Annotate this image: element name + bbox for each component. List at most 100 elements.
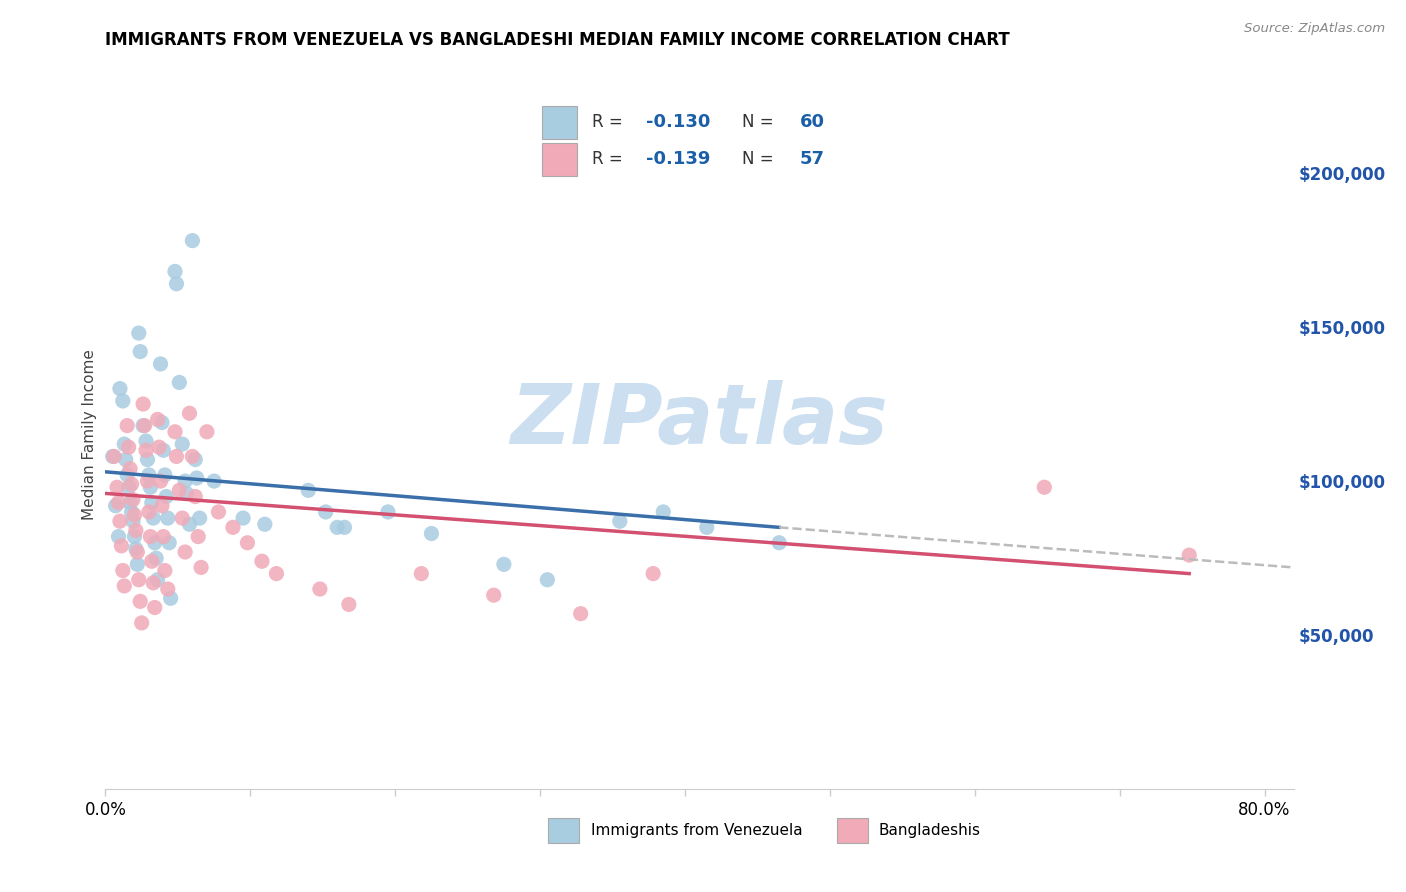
Point [165, 277, 187, 291]
Point [132, 418, 155, 433]
Text: 60: 60 [800, 113, 825, 131]
Point [153, 467, 176, 482]
Point [186, 471, 208, 485]
Point [232, 511, 254, 525]
Point [131, 615, 153, 630]
Point [174, 474, 197, 488]
Point [153, 564, 176, 578]
Point [266, 566, 288, 581]
Point [309, 582, 332, 596]
Point [163, 264, 186, 278]
Point [150, 416, 173, 430]
Point [125, 524, 148, 538]
Text: ZIPatlas: ZIPatlas [510, 380, 889, 461]
Point [333, 520, 356, 534]
Point [482, 588, 505, 602]
Text: Source: ZipAtlas.com: Source: ZipAtlas.com [1244, 22, 1385, 36]
Text: -0.139: -0.139 [645, 150, 710, 169]
Point [120, 496, 142, 510]
Point [190, 560, 212, 574]
Bar [541, 106, 578, 139]
Point [139, 480, 162, 494]
Point [420, 526, 443, 541]
Point [104, 499, 127, 513]
Point [132, 397, 155, 411]
Point [110, 539, 132, 553]
Y-axis label: Median Family Income: Median Family Income [82, 350, 97, 520]
Point [138, 467, 160, 482]
Point [129, 344, 152, 359]
Point [1178, 548, 1201, 562]
Point [253, 517, 276, 532]
Point [125, 541, 148, 556]
Point [107, 496, 129, 510]
Point [103, 450, 125, 464]
Point [165, 450, 187, 464]
Text: R =: R = [592, 150, 628, 169]
Point [297, 483, 319, 498]
Point [142, 511, 165, 525]
Point [122, 492, 145, 507]
Point [768, 535, 790, 549]
Point [157, 535, 180, 549]
Point [187, 530, 209, 544]
Point [377, 505, 399, 519]
Text: N =: N = [742, 150, 779, 169]
Point [184, 490, 207, 504]
Point [115, 418, 138, 433]
Point [143, 535, 166, 549]
Point [139, 530, 162, 544]
Point [326, 520, 349, 534]
Point [114, 452, 136, 467]
Point [181, 450, 204, 464]
Point [138, 505, 160, 519]
Point [222, 520, 245, 534]
Point [184, 452, 207, 467]
Point [174, 545, 197, 559]
Point [129, 594, 152, 608]
Point [202, 474, 225, 488]
Text: R =: R = [592, 113, 628, 131]
Point [152, 443, 174, 458]
Point [120, 462, 142, 476]
Point [188, 511, 211, 525]
Point [124, 508, 146, 522]
Point [169, 376, 191, 390]
Point [492, 558, 515, 572]
Point [135, 443, 157, 458]
Point [163, 425, 186, 439]
Point [111, 564, 134, 578]
Point [315, 505, 337, 519]
Point [169, 483, 191, 498]
Point [112, 579, 135, 593]
Point [236, 535, 259, 549]
Point [172, 437, 194, 451]
Point [115, 467, 138, 482]
Point [181, 234, 204, 248]
Point [155, 490, 177, 504]
Point [101, 450, 124, 464]
Bar [541, 143, 578, 176]
Point [112, 437, 135, 451]
Point [609, 514, 631, 528]
Point [124, 530, 146, 544]
Point [148, 440, 170, 454]
Point [122, 514, 145, 528]
Point [134, 418, 156, 433]
Point [146, 573, 169, 587]
Point [135, 434, 157, 448]
Point [127, 545, 149, 559]
Point [207, 505, 229, 519]
Point [1033, 480, 1056, 494]
Point [117, 480, 139, 494]
Text: Immigrants from Venezuela: Immigrants from Venezuela [591, 823, 803, 838]
Point [121, 505, 143, 519]
Point [643, 566, 665, 581]
Point [141, 554, 163, 568]
Point [142, 575, 165, 590]
Point [107, 530, 129, 544]
Point [250, 554, 273, 568]
Point [143, 600, 166, 615]
Point [149, 474, 172, 488]
Point [128, 573, 150, 587]
